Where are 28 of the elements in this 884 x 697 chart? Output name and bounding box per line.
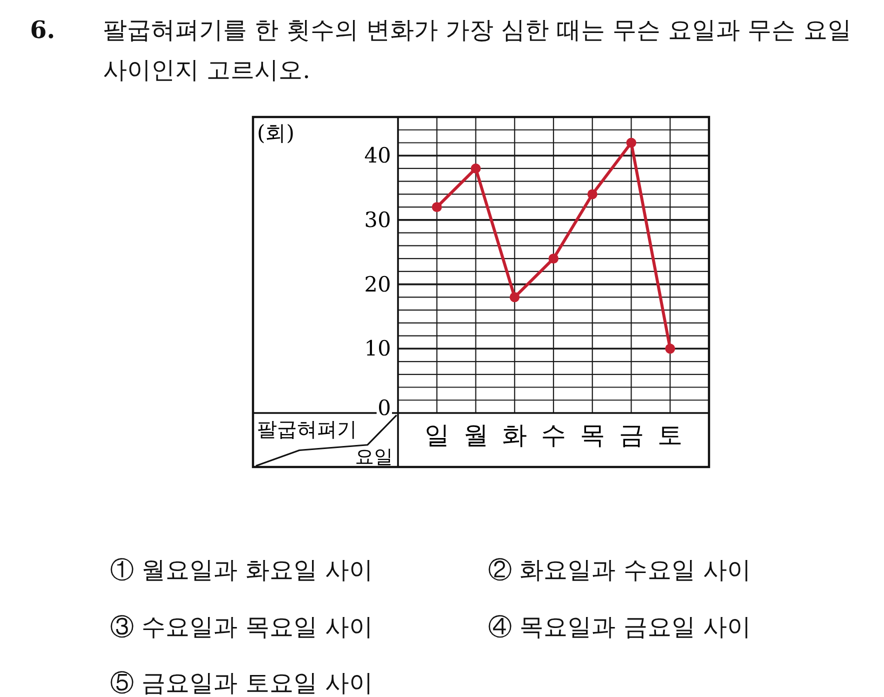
- x-tick-label: 목: [580, 420, 605, 450]
- point: [510, 292, 520, 302]
- y-tick-label: 30: [364, 208, 391, 232]
- point: [432, 202, 442, 212]
- y-tick-label: 10: [364, 336, 391, 361]
- text: ③ 수요일과 목요일 사이: [110, 612, 373, 642]
- x-tick-label: 월: [463, 420, 488, 450]
- point: [548, 254, 558, 264]
- text: ① 월요일과 화요일 사이: [110, 555, 373, 585]
- y-tick-label: 20: [364, 272, 391, 296]
- chart-title: 6. 팔굽혀펴기를 한 횟수의 변화가 가장 심한 때는 무슨 요일과 무슨 요일 사이인지 고르시오.: [30, 15, 852, 84]
- text: ② 화요일과 수요일 사이: [488, 555, 751, 585]
- point: [470, 163, 481, 174]
- point: [665, 344, 676, 354]
- x-tick-label: 토: [658, 420, 683, 450]
- x-tick-label: 화: [502, 420, 528, 450]
- y-tick-label: 40: [364, 144, 391, 168]
- text: ⑤ 금요일과 토요일 사이: [110, 668, 373, 697]
- y-axis-title: 팔굽혀펴기: [257, 417, 357, 441]
- y-tick-label: 0: [378, 396, 391, 420]
- point: [587, 189, 598, 200]
- x-tick-label: 일: [424, 420, 450, 450]
- x-tick-label: 수: [541, 420, 566, 450]
- text: (회): [257, 121, 294, 145]
- point: [626, 138, 636, 148]
- x-tick-label: 금: [618, 420, 644, 450]
- x-axis-title: 요일: [355, 446, 393, 468]
- text: ④ 목요일과 금요일 사이: [488, 612, 751, 642]
